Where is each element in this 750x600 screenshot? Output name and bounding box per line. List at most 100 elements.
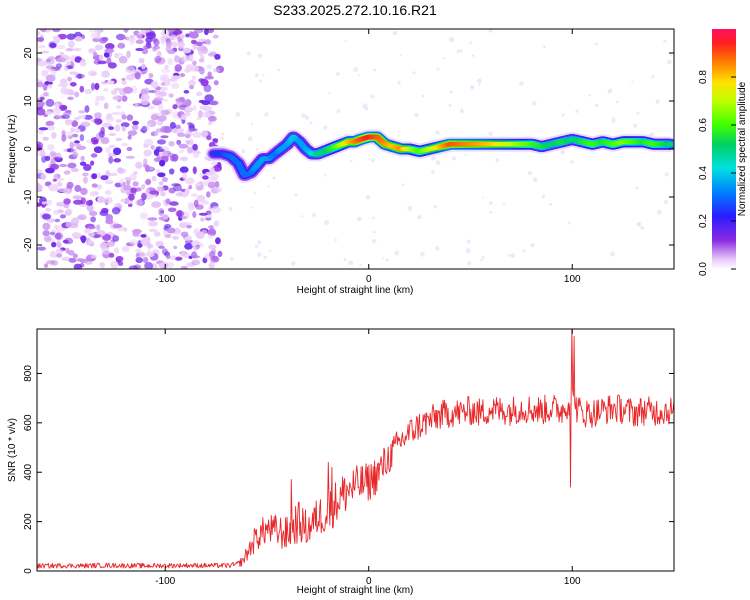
noise-blob xyxy=(94,234,102,238)
noise-blob xyxy=(104,48,115,54)
noise-blob xyxy=(121,143,129,147)
noise-speckle xyxy=(465,248,471,254)
noise-speckle xyxy=(482,196,484,199)
noise-blob xyxy=(164,64,169,70)
noise-blob xyxy=(93,118,99,124)
noise-blob xyxy=(187,205,195,212)
noise-blob xyxy=(65,221,73,228)
noise-blob xyxy=(56,181,63,187)
noise-blob xyxy=(193,245,200,251)
noise-blob xyxy=(167,57,174,66)
noise-speckle xyxy=(471,54,475,57)
noise-blob xyxy=(113,147,122,156)
noise-blob xyxy=(101,81,107,85)
noise-speckle xyxy=(335,72,340,76)
noise-blob xyxy=(135,199,144,206)
noise-blob xyxy=(141,192,147,201)
noise-blob xyxy=(170,82,180,90)
noise-speckle xyxy=(452,156,457,161)
noise-blob xyxy=(82,172,89,177)
spectrogram-xtick-label: 0 xyxy=(366,274,372,285)
noise-blob xyxy=(184,106,194,112)
noise-blob xyxy=(68,40,75,48)
noise-blob xyxy=(53,156,60,161)
noise-blob xyxy=(204,94,214,102)
noise-blob xyxy=(42,230,50,237)
noise-blob xyxy=(208,115,217,122)
noise-blob xyxy=(182,222,193,226)
noise-blob xyxy=(45,58,52,63)
noise-blob xyxy=(104,196,113,205)
noise-speckle xyxy=(414,112,419,118)
spectrogram-xtick-label: 100 xyxy=(564,274,581,285)
noise-blob xyxy=(74,36,83,42)
noise-blob xyxy=(120,122,130,128)
noise-blob xyxy=(37,81,44,88)
noise-speckle xyxy=(290,261,296,266)
noise-speckle xyxy=(588,93,592,97)
noise-blob xyxy=(37,79,43,83)
noise-blob xyxy=(157,103,164,112)
noise-speckle xyxy=(372,216,375,219)
noise-blob xyxy=(104,190,112,196)
noise-blob xyxy=(37,169,43,174)
noise-blob xyxy=(193,199,199,207)
noise-blob xyxy=(38,101,45,107)
colorbar-tick-label: 0.8 xyxy=(698,70,709,84)
noise-blob xyxy=(74,140,80,144)
noise-blob xyxy=(210,162,218,166)
noise-blob xyxy=(188,185,193,190)
noise-blob xyxy=(188,54,194,62)
noise-blob xyxy=(54,232,64,241)
noise-speckle xyxy=(301,113,306,118)
noise-blob xyxy=(85,200,93,206)
noise-blob xyxy=(115,33,126,41)
noise-blob xyxy=(66,61,71,66)
noise-blob xyxy=(196,150,201,155)
noise-blob xyxy=(89,254,97,259)
noise-blob xyxy=(114,52,124,56)
figure-title: S233.2025.272.10.16.R21 xyxy=(273,2,437,18)
noise-blob xyxy=(200,217,205,222)
noise-speckle xyxy=(235,112,241,117)
noise-speckle xyxy=(435,130,440,135)
noise-blob xyxy=(206,191,211,198)
noise-speckle xyxy=(636,111,640,115)
noise-blob xyxy=(135,248,141,254)
noise-blob xyxy=(123,29,129,33)
noise-speckle xyxy=(372,239,377,244)
noise-blob xyxy=(185,33,190,38)
noise-blob xyxy=(67,250,75,256)
noise-blob xyxy=(121,80,127,86)
spectrogram-ytick-label: 20 xyxy=(23,47,34,59)
noise-blob xyxy=(155,169,161,174)
noise-blob xyxy=(93,52,98,57)
noise-blob xyxy=(68,257,77,263)
noise-speckle xyxy=(495,158,500,163)
noise-blob xyxy=(40,50,50,54)
noise-blob xyxy=(56,44,66,50)
noise-blob xyxy=(192,131,203,138)
noise-blob xyxy=(152,37,158,43)
noise-blob xyxy=(157,148,165,152)
noise-blob xyxy=(105,146,111,154)
noise-blob xyxy=(37,37,45,42)
noise-blob xyxy=(169,168,175,175)
noise-blob xyxy=(40,173,47,181)
noise-blob xyxy=(122,227,128,232)
noise-blob xyxy=(86,204,94,212)
noise-speckle xyxy=(357,216,362,222)
noise-blob xyxy=(146,122,152,127)
noise-blob xyxy=(83,164,92,171)
noise-blob xyxy=(190,39,197,45)
noise-blob xyxy=(128,193,135,201)
noise-blob xyxy=(205,171,214,176)
noise-blob xyxy=(145,178,152,185)
noise-speckle xyxy=(456,49,461,54)
snr-ytick-label: 0 xyxy=(23,568,34,574)
noise-speckle xyxy=(359,263,362,267)
noise-blob xyxy=(107,62,117,69)
noise-speckle xyxy=(264,112,269,117)
snr-xtick-label: -100 xyxy=(155,576,175,587)
